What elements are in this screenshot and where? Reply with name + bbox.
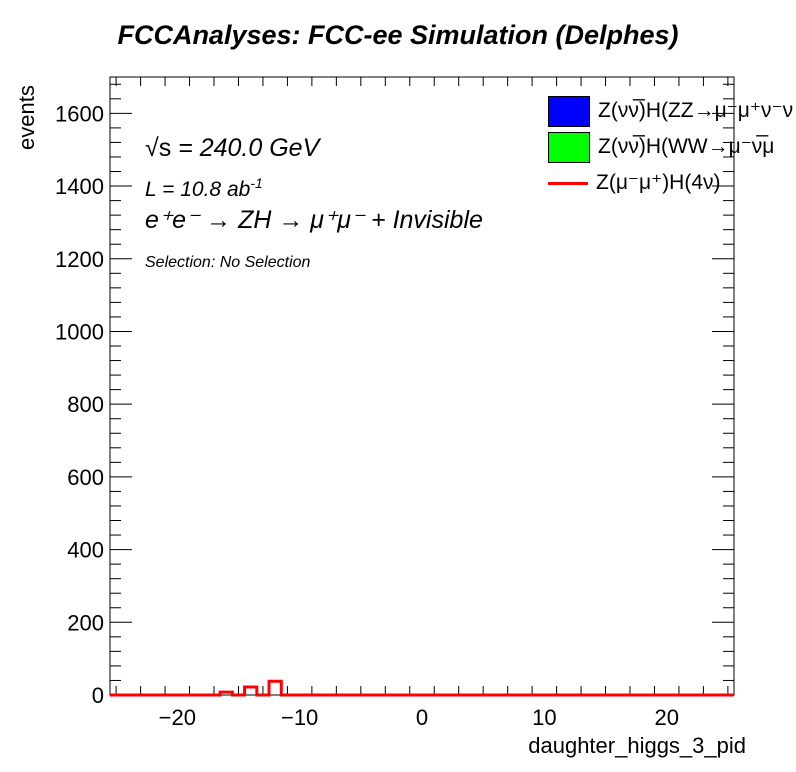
- x-tick-label: −10: [281, 705, 318, 730]
- legend-entry-4nu: Z(μ⁻μ⁺)H(4ν): [548, 170, 796, 195]
- legend-label-ww: Z(νν̅)H(WW→μ⁻ν̅μ: [598, 135, 774, 158]
- y-tick-label: 1200: [55, 247, 104, 272]
- x-axis-label: daughter_higgs_3_pid: [528, 733, 746, 759]
- y-tick-label: 800: [67, 392, 104, 417]
- luminosity-annotation: L = 10.8 ab-1: [145, 175, 263, 202]
- sqrt-symbol: √s: [145, 134, 171, 162]
- y-tick-label: 600: [67, 465, 104, 490]
- legend-swatch-green: [548, 132, 590, 163]
- y-axis-label: events: [14, 85, 40, 150]
- legend-swatch-blue: [548, 96, 590, 127]
- y-tick-label: 400: [67, 538, 104, 563]
- histogram-bin: [269, 681, 281, 695]
- x-tick-label: −20: [159, 705, 196, 730]
- series-step-line: [110, 681, 734, 695]
- legend-swatch-red-line: [548, 182, 588, 185]
- process-annotation: e⁺e⁻ → ZH → μ⁺μ⁻ + Invisible: [145, 205, 483, 235]
- sqrt-s-value: = 240.0 GeV: [171, 134, 319, 162]
- y-tick-label: 0: [92, 683, 104, 708]
- y-tick-label: 1000: [55, 319, 104, 344]
- y-tick-label: 200: [67, 610, 104, 635]
- y-tick-label: 1600: [55, 101, 104, 126]
- legend-entry-ww: Z(νν̅)H(WW→μ⁻ν̅μ: [548, 132, 796, 163]
- sqrt-s-annotation: √s = 240.0 GeV: [145, 134, 319, 163]
- legend-entry-zz: Z(νν̅)H(ZZ→μ⁻μ⁺ν⁻ν: [548, 96, 796, 127]
- lumi-text: L = 10.8 ab: [145, 178, 250, 201]
- legend-label-zz: Z(νν̅)H(ZZ→μ⁻μ⁺ν⁻ν: [598, 99, 793, 122]
- x-tick-label: 10: [532, 705, 556, 730]
- legend-label-4nu: Z(μ⁻μ⁺)H(4ν): [596, 171, 721, 194]
- x-tick-label: 0: [416, 705, 428, 730]
- x-tick-label: 20: [654, 705, 678, 730]
- y-tick-label: 1400: [55, 174, 104, 199]
- lumi-exponent: -1: [250, 175, 262, 191]
- selection-annotation: Selection: No Selection: [145, 254, 310, 272]
